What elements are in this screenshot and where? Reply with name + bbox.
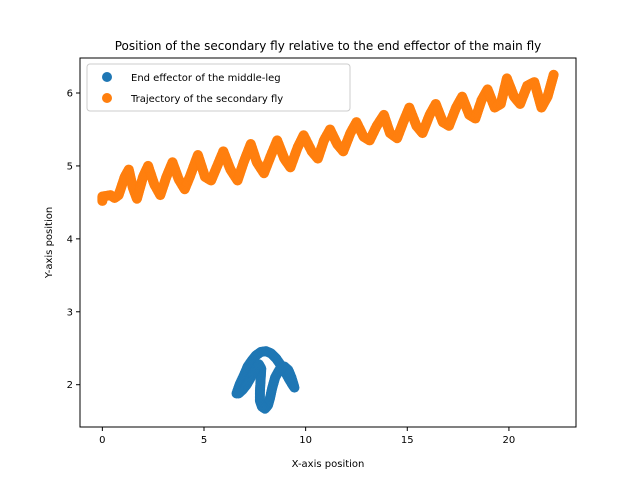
legend-label-end-effector: End effector of the middle-leg (131, 73, 281, 84)
y-tick-label: 2 (67, 380, 73, 391)
x-tick-label: 5 (201, 435, 207, 446)
y-tick-label: 6 (67, 89, 73, 100)
x-tick-label: 15 (401, 435, 414, 446)
legend-label-trajectory: Trajectory of the secondary fly (130, 94, 283, 105)
legend-marker-end-effector (102, 72, 112, 82)
x-tick-label: 10 (299, 435, 312, 446)
ticks-layer: 0 5 10 15 20 2 3 4 5 6 (67, 89, 516, 446)
chart-title: Position of the secondary fly relative t… (115, 39, 542, 53)
legend-marker-trajectory (102, 93, 112, 103)
y-tick-label: 3 (67, 307, 73, 318)
legend-box (86, 63, 351, 112)
legend: End effector of the middle-leg Trajector… (86, 63, 351, 112)
x-axis-label: X-axis position (292, 459, 365, 470)
data-layer (97, 69, 559, 414)
plot-frame (79, 57, 577, 428)
data-point (233, 388, 244, 399)
series-0 (231, 346, 300, 414)
series-1 (97, 69, 559, 206)
x-tick-label: 0 (99, 435, 105, 446)
x-tick-label: 20 (503, 435, 516, 446)
data-point (548, 69, 559, 80)
y-tick-label: 5 (67, 161, 73, 172)
y-tick-label: 4 (67, 234, 73, 245)
y-axis-label: Y-axis position (44, 207, 55, 279)
